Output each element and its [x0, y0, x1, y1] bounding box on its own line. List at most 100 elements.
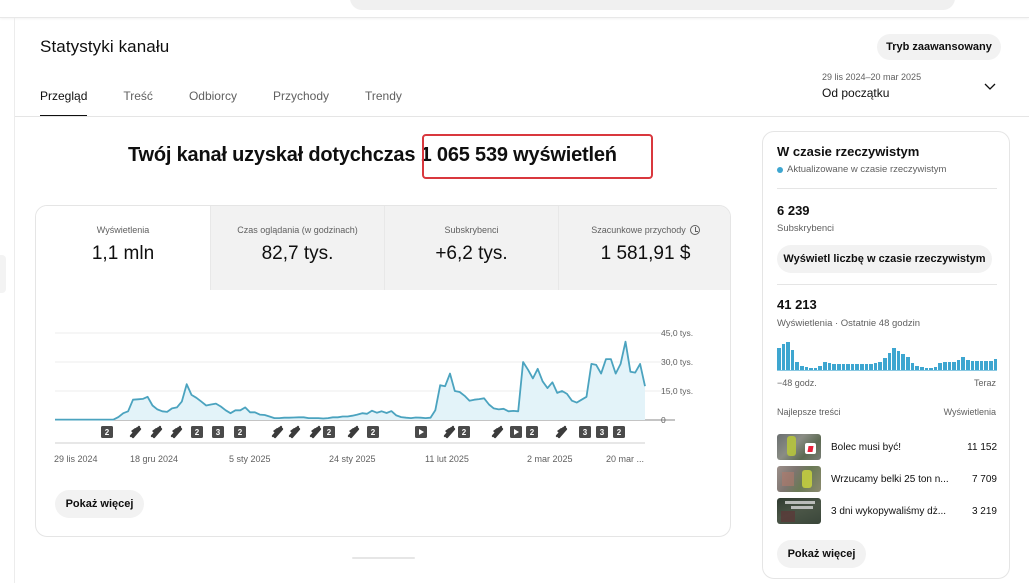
video-badge-icon[interactable]: 2: [367, 426, 379, 438]
realtime-bar: [929, 368, 933, 370]
realtime-bar: [910, 363, 915, 370]
svg-text:3: 3: [583, 428, 588, 437]
live-dot-icon: [777, 166, 783, 173]
top-content-views: 3 219: [971, 505, 997, 517]
shorts-icon[interactable]: [150, 425, 163, 439]
video-badge-icon[interactable]: 2: [613, 426, 625, 438]
metric-subscribers[interactable]: Subskrybenci +6,2 tys.: [384, 206, 558, 290]
svg-text:2: 2: [105, 428, 110, 437]
realtime-bar: [786, 342, 790, 370]
video-badge-icon[interactable]: 2: [234, 426, 246, 438]
video-badge-icon[interactable]: 3: [596, 426, 608, 438]
realtime-views-count: 41 213: [777, 297, 817, 312]
realtime-bar: [790, 350, 795, 370]
divider: [777, 188, 997, 189]
search-bar[interactable]: [350, 0, 955, 10]
realtime-bar: [850, 364, 855, 370]
realtime-bar: [952, 362, 956, 370]
video-badge-icon[interactable]: 3: [212, 426, 224, 438]
svg-text:3: 3: [216, 428, 221, 437]
realtime-title: W czasie rzeczywistym: [777, 144, 920, 159]
video-badge-icon[interactable]: 2: [191, 426, 203, 438]
tab-trends[interactable]: Trendy: [365, 89, 402, 103]
tab-overview[interactable]: Przegląd: [40, 89, 88, 117]
play-badge-icon[interactable]: [415, 426, 427, 438]
headline-prefix: Twój kanał uzyskał dotychczas: [128, 144, 416, 166]
realtime-subscribers-count: 6 239: [777, 203, 810, 218]
realtime-bar: [827, 363, 832, 370]
headline: Twój kanał uzyskał dotychczas 1 065 539 …: [128, 144, 617, 167]
shorts-icon[interactable]: [555, 425, 568, 439]
realtime-bar: [883, 358, 887, 370]
video-badge-icon[interactable]: 2: [101, 426, 113, 438]
realtime-bar: [841, 364, 846, 370]
video-badge-icon[interactable]: 3: [579, 426, 591, 438]
shorts-icon[interactable]: [288, 425, 301, 439]
shorts-icon[interactable]: [309, 425, 322, 439]
shorts-icon[interactable]: [347, 425, 360, 439]
realtime-bar: [989, 361, 993, 370]
metric-value: 1 581,91 $: [600, 243, 691, 264]
realtime-bar: [795, 362, 800, 370]
metric-revenue[interactable]: Szacunkowe przychody 1 581,91 $: [558, 206, 730, 290]
shorts-icon[interactable]: [491, 425, 504, 439]
top-content-header: Najlepsze treści: [777, 407, 841, 417]
shorts-icon[interactable]: [170, 425, 183, 439]
scroll-indicator: [352, 557, 415, 559]
tab-audience[interactable]: Odbiorcy: [188, 89, 237, 103]
left-divider: [14, 18, 15, 583]
show-live-count-button[interactable]: Wyświetl liczbę w czasie rzeczywistym: [777, 245, 992, 273]
clock-icon[interactable]: [689, 225, 700, 235]
realtime-bar: [965, 360, 970, 370]
top-content-title: 3 dni wykopywaliśmy dż...: [831, 505, 947, 517]
show-more-top-content-button[interactable]: Pokaż więcej: [777, 540, 866, 568]
top-content-item[interactable]: 3 dni wykopywaliśmy dż... 3 219: [777, 498, 997, 524]
highlight-box: [422, 134, 653, 179]
realtime-bar: [809, 368, 813, 370]
realtime-bar: [975, 361, 979, 370]
shorts-icon[interactable]: [129, 425, 142, 439]
video-badge-icon[interactable]: 2: [323, 426, 335, 438]
video-badge-icon[interactable]: 2: [526, 426, 538, 438]
advanced-mode-button[interactable]: Tryb zaawansowany: [877, 34, 1001, 60]
realtime-bar: [832, 364, 836, 370]
metric-views[interactable]: Wyświetlenia 1,1 mln: [36, 206, 210, 290]
metric-label: Wyświetlenia: [96, 225, 150, 235]
realtime-bar: [892, 348, 896, 370]
page-title: Statystyki kanału: [40, 37, 170, 56]
realtime-bar: [823, 362, 827, 370]
tab-content[interactable]: Treść: [123, 89, 153, 103]
chevron-down-icon[interactable]: [984, 82, 996, 92]
realtime-bar: [804, 367, 809, 370]
video-badge-icon[interactable]: 2: [458, 426, 470, 438]
realtime-bar: [924, 368, 929, 370]
svg-text:2: 2: [327, 428, 332, 437]
shorts-icon[interactable]: [271, 425, 284, 439]
sidebar-collapsed-handle[interactable]: [0, 255, 6, 293]
tabs-divider: [15, 116, 1029, 117]
svg-text:2: 2: [617, 428, 622, 437]
metric-value: +6,2 tys.: [435, 243, 508, 264]
shorts-icon[interactable]: [443, 425, 456, 439]
realtime-bar: [956, 360, 961, 370]
top-content-item[interactable]: Bolec musi być! 11 152: [777, 434, 997, 460]
divider: [777, 284, 997, 285]
date-range-selector[interactable]: 29 lis 2024–20 mar 2025 Od początku: [822, 72, 921, 100]
show-more-button[interactable]: Pokaż więcej: [55, 490, 144, 518]
realtime-bar: [781, 344, 786, 370]
realtime-bar: [942, 362, 947, 370]
top-content-item[interactable]: Wrzucamy belki 25 ton n... 7 709: [777, 466, 997, 492]
top-content-title: Wrzucamy belki 25 ton n...: [831, 473, 949, 485]
realtime-bar: [846, 364, 850, 370]
realtime-bar: [800, 366, 804, 370]
top-content-title: Bolec musi być!: [831, 441, 902, 453]
realtime-bar: [869, 364, 873, 370]
realtime-bar-chart[interactable]: [777, 340, 998, 370]
video-thumbnail-icon: [777, 434, 821, 460]
play-badge-icon[interactable]: [510, 426, 522, 438]
realtime-bar: [919, 367, 924, 370]
metric-label: Czas oglądania (w godzinach): [237, 225, 358, 235]
metric-watch-time[interactable]: Czas oglądania (w godzinach) 82,7 tys.: [210, 206, 384, 290]
date-range-dates: 29 lis 2024–20 mar 2025: [822, 72, 922, 82]
tab-revenue[interactable]: Przychody: [272, 89, 329, 103]
